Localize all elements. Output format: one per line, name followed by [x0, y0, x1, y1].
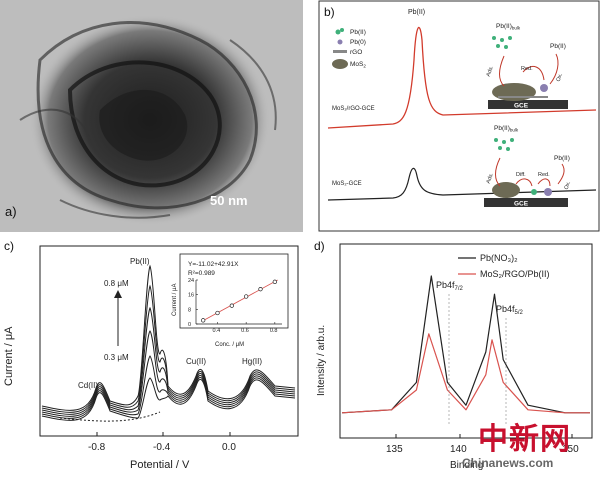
panel-a-tem-image: a) 50 nm [0, 0, 303, 232]
panel-c-inset: Y=-11.02+42.91X R²=0.989 Current / μA Co… [172, 253, 289, 348]
panel-b-label: b) [324, 5, 335, 19]
peak-pb: Pb(II) [130, 257, 150, 266]
peak-cd: Cd(II) [78, 381, 98, 390]
curve-mos2 [327, 167, 597, 201]
inset-r2: R²=0.989 [188, 270, 215, 277]
panel-b-peak-label: Pb(II) [408, 9, 425, 16]
conc-high: 0.8 μM [104, 279, 129, 288]
peak-hg: Hg(II) [242, 357, 262, 366]
schematic-bottom-step-ads: Ads. [486, 172, 496, 185]
schematic-bottom-electrode [484, 198, 568, 207]
panel-c-xticks: -0.8 -0.4 0.0 [88, 432, 236, 453]
inset-point [201, 318, 206, 323]
xtick-neg04: -0.4 [153, 442, 171, 453]
curve-top-label: MoS₂/rGO-GCE [332, 106, 375, 112]
inset-xtick: 0.4 [213, 328, 221, 334]
panel-c-xlabel: Potential / V [130, 459, 190, 471]
inset-xtick: 0.6 [241, 328, 249, 334]
inset-point [244, 294, 249, 299]
schematic-top-step-ox: Ox. [556, 72, 565, 83]
legend-rgo: rGO [350, 49, 362, 56]
panel-b-voltammogram: b) Pb(II) Pb(II) Pb(0) rGO MoS2 MoS₂/rGO… [318, 0, 600, 232]
inset-ylabel: Current / μA [172, 284, 178, 316]
inset-plot: 0.4 0.6 0.8 0 8 16 24 [188, 278, 282, 334]
panel-d-label: d) [314, 239, 325, 253]
legend-rgo-marker [333, 50, 347, 53]
conc-low: 0.3 μM [104, 353, 129, 362]
inset-ytick: 0 [188, 322, 191, 328]
panel-c-ylabel: Current / μA [3, 326, 15, 386]
schematic-bottom-gce: GCE [514, 201, 529, 208]
xps-plot [341, 275, 590, 414]
legend-pbii: Pb(II) [350, 29, 366, 36]
inset-ytick: 8 [188, 307, 191, 313]
schematic-top: Pb(II)bulk Pb(II) GCE Ads. Red. Ox. [486, 23, 568, 110]
curve-mos2-rgo [327, 26, 597, 129]
legend-pb0: Pb(0) [350, 39, 366, 46]
peak-cu: Cu(II) [186, 357, 206, 366]
curve-bottom-label: MoS₂-GCE [332, 181, 362, 187]
scale-bar-label: 50 nm [210, 193, 248, 208]
schematic-top-electrode [488, 100, 568, 109]
panel-d-xlabel: Binding [450, 460, 483, 471]
xps-series-1 [341, 333, 590, 414]
xps-series-0 [341, 275, 590, 414]
panel-d-svg: d) Intensity / arb.u. Binding 135 140 15… [314, 239, 593, 471]
legend-mos2: MoS2 [350, 61, 366, 69]
panel-c-curves [41, 264, 296, 422]
xtick-140: 140 [450, 444, 467, 455]
legend-pb0-marker [337, 39, 343, 45]
schematic-bottom: Pb(II)bulk Pb(II) GCE Ads. Diff. Red. Ox… [484, 125, 572, 208]
inset-xlabel: Conc. / μM [215, 342, 244, 348]
panel-c-chart: c) Current / μA Potential / V -0.8 -0.4 … [0, 236, 303, 475]
inset-point [229, 303, 234, 308]
panel-d-legend: Pb(NO₃)₂ MoS₂/RGO/Pb(II) [458, 253, 550, 279]
inset-point [272, 279, 277, 284]
panel-d-ylabel: Intensity / arb.u. [316, 325, 327, 396]
schematic-top-step-ads: Ads. [486, 65, 496, 78]
schematic-top-gce: GCE [514, 103, 529, 110]
panel-b-svg: b) Pb(II) Pb(II) Pb(0) rGO MoS2 MoS₂/rGO… [318, 0, 600, 232]
panel-b-legend: Pb(II) Pb(0) rGO MoS2 [332, 28, 366, 69]
xtick-00: 0.0 [222, 442, 236, 453]
inset-xtick: 0.8 [270, 328, 278, 334]
peak-pb4f72: Pb4f7/2 [436, 280, 464, 292]
schematic-top-bulk: Pb(II)bulk [496, 23, 521, 31]
legend-mos2-marker [332, 59, 348, 69]
xtick-neg08: -0.8 [88, 442, 106, 453]
legend-mos2-rgo-pb: MoS₂/RGO/Pb(II) [480, 269, 550, 279]
xtick-150: 150 [562, 444, 579, 455]
legend-pbno3: Pb(NO₃)₂ [480, 253, 518, 263]
panel-c-svg: c) Current / μA Potential / V -0.8 -0.4 … [3, 239, 299, 471]
schematic-bottom-step-ox: Ox. [564, 180, 573, 191]
xtick-135: 135 [386, 444, 403, 455]
legend-pbii-marker [335, 29, 341, 35]
schematic-bottom-step-diff: Diff. [516, 172, 526, 178]
schematic-bottom-bulk: Pb(II)bulk [494, 125, 519, 133]
schematic-bottom-step-red: Red. [538, 172, 550, 178]
inset-ytick: 24 [188, 278, 194, 284]
peak-pb4f52: Pb4f5/2 [496, 304, 524, 316]
panel-d-chart: d) Intensity / arb.u. Binding 135 140 15… [310, 236, 600, 475]
watermark-logo: 中新网 [478, 422, 571, 457]
schematic-bottom-pbii: Pb(II) [554, 155, 570, 162]
panel-c-label: c) [4, 239, 14, 253]
inset-ytick: 16 [188, 293, 194, 299]
inset-point [258, 287, 263, 292]
panel-d-frame [339, 243, 593, 439]
panel-a-label: a) [5, 204, 17, 219]
tem-image: a) 50 nm [0, 0, 303, 232]
schematic-top-step-red: Red. [521, 66, 533, 72]
inset-point [215, 310, 220, 316]
inset-equation: Y=-11.02+42.91X [188, 261, 239, 268]
schematic-top-pbii: Pb(II) [550, 43, 566, 50]
panel-c-frame [39, 245, 299, 437]
panel-d-xticks: 135 140 150 [386, 434, 579, 455]
watermark-url: Chinanews.com [462, 456, 554, 470]
